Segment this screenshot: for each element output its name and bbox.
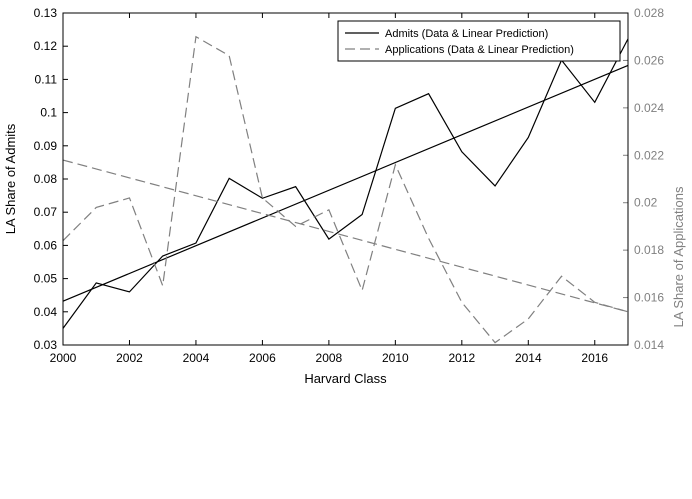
right-y-tick-label: 0.02: [634, 196, 658, 210]
fit-line-admits: [62, 64, 629, 302]
right-y-tick-label: 0.024: [634, 101, 664, 115]
legend-label-admits: Admits (Data & Linear Prediction): [385, 28, 548, 40]
right-y-axis-label: LA Share of Applications: [671, 186, 686, 327]
left-y-tick-label: 0.05: [34, 272, 58, 286]
x-axis-label: Harvard Class: [304, 371, 387, 386]
legend-label-applications: Applications (Data & Linear Prediction): [385, 44, 574, 56]
left-y-tick-label: 0.13: [34, 6, 58, 20]
left-y-tick-label: 0.11: [35, 72, 58, 86]
x-tick-label: 2014: [515, 351, 542, 365]
labels-layer: 2000 2002 2004 2006 2008 2010 2012 2014 2016 0.03…: [34, 6, 665, 365]
right-y-tick-label: 0.022: [634, 148, 664, 162]
left-y-tick-label: 0.07: [34, 205, 58, 219]
x-tick-label: 2016: [581, 351, 608, 365]
left-y-tick-label: 0.09: [34, 139, 58, 153]
left-y-tick-label: 0.12: [34, 39, 58, 53]
right-y-tick-label: 0.026: [634, 53, 664, 67]
fit-line-applications: [62, 159, 629, 313]
x-tick-label: 2010: [382, 351, 409, 365]
left-y-tick-label: 0.06: [34, 238, 58, 252]
left-y-axis-label: LA Share of Admits: [3, 123, 18, 234]
right-y-tick-label: 0.028: [634, 6, 664, 20]
legend: Admits (Data & Linear Prediction) Applic…: [337, 20, 621, 62]
series-layer: [62, 35, 629, 344]
right-y-tick-label: 0.016: [634, 291, 664, 305]
left-y-tick-label: 0.08: [34, 172, 58, 186]
x-tick-label: 2000: [50, 351, 77, 365]
plot-frame: [62, 12, 629, 346]
x-tick-label: 2008: [316, 351, 343, 365]
x-tick-label: 2006: [249, 351, 276, 365]
series-line-applications: [62, 35, 629, 344]
legend-box: [337, 20, 621, 62]
x-tick-label: 2012: [448, 351, 475, 365]
right-y-tick-label: 0.014: [634, 338, 664, 352]
left-y-tick-label: 0.04: [34, 305, 58, 319]
left-y-tick-label: 0.1: [40, 106, 57, 120]
left-y-tick-label: 0.03: [34, 338, 58, 352]
x-tick-label: 2002: [116, 351, 143, 365]
x-tick-label: 2004: [183, 351, 210, 365]
plot-area: [63, 13, 628, 345]
right-y-tick-label: 0.018: [634, 243, 664, 257]
